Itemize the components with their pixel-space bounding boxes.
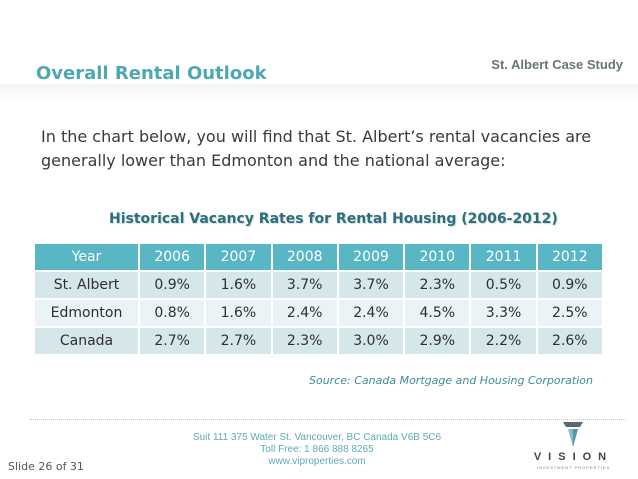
table-cell: 4.5% bbox=[405, 300, 470, 326]
table-cell: 2.3% bbox=[272, 328, 337, 354]
case-study-label: St. Albert Case Study bbox=[491, 57, 623, 72]
table-title: Historical Vacancy Rates for Rental Hous… bbox=[109, 211, 558, 227]
row-label: Edmonton bbox=[35, 300, 138, 326]
column-header: 2010 bbox=[405, 244, 470, 270]
table-cell: 2.7% bbox=[140, 328, 205, 354]
table-cell: 0.8% bbox=[140, 300, 205, 326]
title-divider bbox=[0, 84, 638, 102]
column-header: 2011 bbox=[471, 244, 536, 270]
footer-website-link[interactable]: www.viproperties.com bbox=[268, 456, 366, 467]
table-cell: 2.7% bbox=[206, 328, 271, 354]
table-cell: 0.9% bbox=[537, 272, 602, 298]
table-cell: 0.9% bbox=[140, 272, 205, 298]
table-cell: 0.5% bbox=[471, 272, 536, 298]
logo-tagline: INVESTMENT PROPERTIES bbox=[536, 465, 611, 470]
table-cell: 3.7% bbox=[272, 272, 337, 298]
table-cell: 2.3% bbox=[405, 272, 470, 298]
column-header: Year bbox=[35, 244, 138, 270]
table-cell: 1.6% bbox=[206, 300, 271, 326]
table-cell: 3.7% bbox=[338, 272, 404, 298]
column-header: 2008 bbox=[272, 244, 337, 270]
footer-divider bbox=[30, 419, 626, 420]
table-cell: 2.9% bbox=[405, 328, 470, 354]
table-cell: 3.0% bbox=[338, 328, 404, 354]
table-cell: 2.4% bbox=[338, 300, 404, 326]
slide-counter: Slide 26 of 31 bbox=[8, 460, 84, 473]
table-cell: 2.6% bbox=[537, 328, 602, 354]
vision-logo: VISION INVESTMENT PROPERTIES bbox=[521, 420, 626, 472]
table-cell: 2.4% bbox=[272, 300, 337, 326]
table-row: Canada 2.7% 2.7% 2.3% 3.0% 2.9% 2.2% 2.6… bbox=[35, 328, 602, 354]
table-row: Edmonton 0.8% 1.6% 2.4% 2.4% 4.5% 3.3% 2… bbox=[35, 300, 602, 326]
source-note: Source: Canada Mortgage and Housing Corp… bbox=[309, 374, 593, 387]
vision-mark-icon bbox=[563, 422, 583, 447]
page-title: Overall Rental Outlook bbox=[36, 63, 267, 84]
footer-contact: Suit 111 375 Water St. Vancouver, BC Can… bbox=[186, 432, 448, 468]
table-cell: 2.5% bbox=[537, 300, 602, 326]
table-cell: 1.6% bbox=[206, 272, 271, 298]
row-label: St. Albert bbox=[35, 272, 138, 298]
vacancy-rate-table: Year 2006 2007 2008 2009 2010 2011 2012 … bbox=[33, 242, 604, 356]
table-header-row: Year 2006 2007 2008 2009 2010 2011 2012 bbox=[35, 244, 602, 270]
column-header: 2009 bbox=[338, 244, 404, 270]
footer-address-line: Suit 111 375 Water St. Vancouver, BC Can… bbox=[192, 432, 442, 443]
footer-phone: Toll Free: 1 866 888 8265 bbox=[260, 444, 374, 455]
column-header: 2012 bbox=[537, 244, 602, 270]
row-label: Canada bbox=[35, 328, 138, 354]
intro-text: In the chart below, you will find that S… bbox=[41, 127, 592, 170]
table-row: St. Albert 0.9% 1.6% 3.7% 3.7% 2.3% 0.5%… bbox=[35, 272, 602, 298]
logo-wordmark: VISION bbox=[533, 451, 614, 463]
column-header: 2007 bbox=[206, 244, 271, 270]
table-cell: 2.2% bbox=[471, 328, 536, 354]
table-cell: 3.3% bbox=[471, 300, 536, 326]
column-header: 2006 bbox=[140, 244, 205, 270]
